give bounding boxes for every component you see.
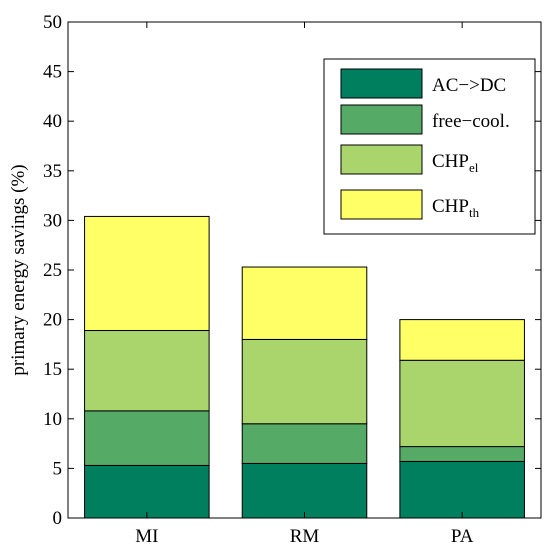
bar-rm-series-0 — [241, 462, 368, 519]
bars-group — [84, 215, 525, 519]
y-tick-label: 10 — [43, 409, 62, 430]
legend-label-2: CHPel — [432, 151, 479, 175]
legend-label-0: AC−>DC — [432, 75, 506, 96]
bar-mi-series-0 — [84, 464, 210, 519]
legend-swatch-2 — [340, 144, 423, 175]
x-category-label-rm: RM — [290, 526, 320, 546]
bar-pa-series-3 — [399, 319, 525, 361]
y-axis: 0 5 10 15 20 25 30 35 40 45 50 — [43, 12, 541, 529]
legend-label-3: CHPth — [432, 196, 480, 220]
legend-swatch-0 — [340, 68, 423, 99]
bar-pa-series-0 — [399, 460, 525, 519]
bar-pa-series-2 — [399, 359, 525, 448]
bar-pa-series-1 — [399, 446, 525, 462]
legend-swatch-3 — [340, 189, 423, 220]
x-axis: MI RM PA — [135, 22, 474, 546]
bar-mi-series-2 — [84, 330, 210, 412]
y-tick-label: 45 — [43, 62, 62, 83]
bar-rm-series-3 — [241, 266, 368, 340]
x-category-label-mi: MI — [135, 526, 158, 546]
bar-rm-series-1 — [241, 423, 368, 464]
bar-mi-series-3 — [84, 215, 210, 332]
y-tick-label: 20 — [43, 310, 62, 331]
y-tick-label: 0 — [53, 508, 63, 529]
x-category-label-pa: PA — [451, 526, 474, 546]
legend-label-1: free−cool. — [432, 111, 510, 132]
y-axis-label: primary energy savings (%) — [8, 164, 29, 375]
legend-swatch-1 — [340, 104, 423, 135]
y-tick-label: 35 — [43, 161, 62, 182]
y-tick-label: 5 — [53, 458, 63, 479]
y-tick-label: 40 — [43, 111, 62, 132]
y-tick-label: 25 — [43, 260, 62, 281]
y-tick-label: 50 — [43, 12, 62, 33]
legend: AC−>DC free−cool. CHPel CHPth — [323, 58, 536, 235]
bar-rm-series-2 — [241, 338, 368, 425]
y-tick-label: 30 — [43, 210, 62, 231]
bar-mi-series-1 — [84, 410, 210, 466]
y-tick-label: 15 — [43, 359, 62, 380]
